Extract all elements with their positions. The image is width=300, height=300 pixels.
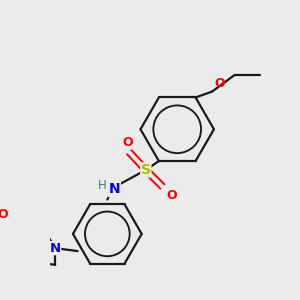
Text: S: S [141, 163, 151, 177]
Text: O: O [122, 136, 133, 148]
Text: O: O [214, 77, 225, 90]
Text: H: H [98, 179, 106, 192]
Text: O: O [0, 208, 8, 221]
Text: N: N [50, 242, 61, 255]
Text: N: N [109, 182, 120, 197]
Text: O: O [166, 189, 177, 202]
